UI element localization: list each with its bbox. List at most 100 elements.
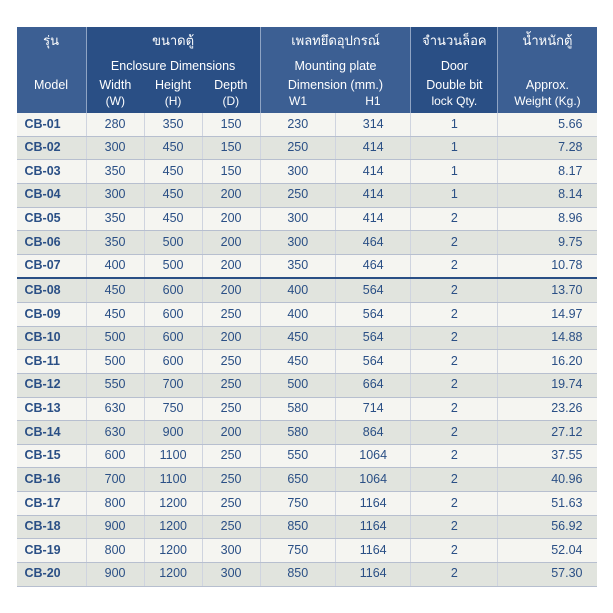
cell-d: 200: [202, 421, 260, 445]
hdr-approx: Approx.: [498, 74, 597, 94]
cell-w1: 650: [260, 468, 335, 492]
cell-h: 600: [144, 278, 202, 302]
cell-wt: 16.20: [498, 350, 597, 374]
hdr-width: Width: [86, 74, 144, 94]
cell-w1: 450: [260, 350, 335, 374]
table-row: CB-0128035015023031415.66: [17, 113, 597, 136]
cell-d: 250: [202, 492, 260, 516]
cell-lock: 2: [411, 207, 498, 231]
table-row: CB-1780012002507501164251.63: [17, 492, 597, 516]
cell-model: CB-17: [17, 492, 87, 516]
cell-h: 500: [144, 231, 202, 255]
cell-h1: 414: [335, 136, 410, 160]
cell-model: CB-03: [17, 160, 87, 184]
cell-model: CB-06: [17, 231, 87, 255]
cell-w1: 250: [260, 183, 335, 207]
cell-model: CB-15: [17, 444, 87, 468]
cell-h1: 1064: [335, 444, 410, 468]
cell-lock: 2: [411, 562, 498, 586]
cell-lock: 2: [411, 539, 498, 563]
cell-w: 350: [86, 231, 144, 255]
cell-lock: 1: [411, 183, 498, 207]
cell-wt: 14.97: [498, 303, 597, 327]
hdr-model: Model: [17, 74, 87, 94]
cell-d: 200: [202, 254, 260, 278]
cell-w: 800: [86, 492, 144, 516]
cell-w1: 230: [260, 113, 335, 136]
table-body: CB-0128035015023031415.66CB-023004501502…: [17, 113, 597, 586]
cell-model: CB-14: [17, 421, 87, 445]
cell-model: CB-07: [17, 254, 87, 278]
spec-table-container: รุ่น ขนาดตู้ เพลทยึดอุปกรณ์ จำนวนล็อค น้…: [17, 27, 597, 587]
hdr-weightkg: Weight (Kg.): [498, 94, 597, 113]
cell-h: 1200: [144, 492, 202, 516]
cell-wt: 19.74: [498, 373, 597, 397]
table-row: CB-12550700250500664219.74: [17, 373, 597, 397]
cell-wt: 8.96: [498, 207, 597, 231]
hdr-doublebit: Double bit: [411, 74, 498, 94]
cell-model: CB-19: [17, 539, 87, 563]
cell-w1: 400: [260, 303, 335, 327]
table-row: CB-07400500200350464210.78: [17, 254, 597, 278]
cell-model: CB-09: [17, 303, 87, 327]
cell-model: CB-01: [17, 113, 87, 136]
cell-h1: 1164: [335, 562, 410, 586]
cell-w: 280: [86, 113, 144, 136]
hdr-h1: H1: [335, 94, 410, 113]
cell-h: 900: [144, 421, 202, 445]
cell-w: 350: [86, 207, 144, 231]
cell-d: 150: [202, 160, 260, 184]
cell-h1: 564: [335, 350, 410, 374]
cell-lock: 2: [411, 254, 498, 278]
table-row: CB-08450600200400564213.70: [17, 278, 597, 302]
cell-w1: 750: [260, 492, 335, 516]
cell-w: 300: [86, 183, 144, 207]
cell-wt: 7.28: [498, 136, 597, 160]
cell-h1: 864: [335, 421, 410, 445]
cell-wt: 5.66: [498, 113, 597, 136]
cell-wt: 8.14: [498, 183, 597, 207]
cell-d: 300: [202, 539, 260, 563]
cell-d: 150: [202, 113, 260, 136]
cell-w: 700: [86, 468, 144, 492]
cell-d: 250: [202, 515, 260, 539]
cell-h1: 464: [335, 254, 410, 278]
cell-h: 1200: [144, 539, 202, 563]
table-row: CB-11500600250450564216.20: [17, 350, 597, 374]
cell-model: CB-18: [17, 515, 87, 539]
hdr-w1: W1: [260, 94, 335, 113]
cell-w: 800: [86, 539, 144, 563]
table-row: CB-13630750250580714223.26: [17, 397, 597, 421]
cell-d: 250: [202, 350, 260, 374]
table-row: CB-0335045015030041418.17: [17, 160, 597, 184]
cell-h: 350: [144, 113, 202, 136]
table-row: CB-1560011002505501064237.55: [17, 444, 597, 468]
cell-w: 300: [86, 136, 144, 160]
hdr-blank3: [17, 94, 87, 113]
cell-lock: 2: [411, 326, 498, 350]
cell-w1: 300: [260, 207, 335, 231]
cell-d: 250: [202, 303, 260, 327]
cell-w: 450: [86, 278, 144, 302]
hdr-w: (W): [86, 94, 144, 113]
cell-d: 200: [202, 278, 260, 302]
hdr-blank2: [498, 55, 597, 75]
cell-h1: 1164: [335, 492, 410, 516]
cell-h1: 414: [335, 160, 410, 184]
table-row: CB-10500600200450564214.88: [17, 326, 597, 350]
cell-w1: 450: [260, 326, 335, 350]
hdr-lockqty: lock Qty.: [411, 94, 498, 113]
cell-w1: 850: [260, 515, 335, 539]
cell-h1: 564: [335, 326, 410, 350]
cell-h1: 564: [335, 278, 410, 302]
cell-model: CB-20: [17, 562, 87, 586]
hdr-depth: Depth: [202, 74, 260, 94]
cell-lock: 2: [411, 468, 498, 492]
cell-h1: 714: [335, 397, 410, 421]
cell-h: 1200: [144, 515, 202, 539]
hdr-plate-dim: Dimension (mm.): [260, 74, 411, 94]
cell-h1: 314: [335, 113, 410, 136]
cell-lock: 1: [411, 160, 498, 184]
hdr-height: Height: [144, 74, 202, 94]
cell-w: 900: [86, 562, 144, 586]
